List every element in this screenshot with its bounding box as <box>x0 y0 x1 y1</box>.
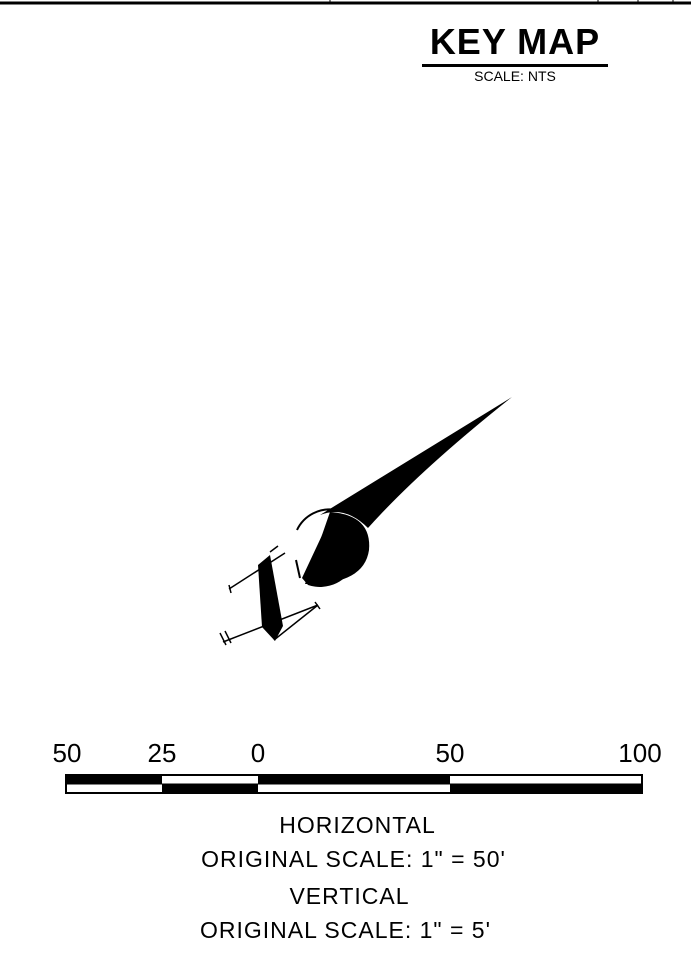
scale-tick-label: 50 <box>52 738 82 768</box>
structure-block <box>258 555 283 641</box>
dimension-line-lower <box>222 604 319 643</box>
road-taper <box>320 397 512 528</box>
title-underline <box>422 64 608 67</box>
horizontal-scale-text: ORIGINAL SCALE: 1" = 50' <box>201 846 506 872</box>
key-map-title: KEY MAP <box>429 21 601 62</box>
dimension-line-upper <box>228 552 286 590</box>
cul-de-sac-arc <box>296 508 337 531</box>
vertical-scale-text: ORIGINAL SCALE: 1" = 5' <box>199 917 491 943</box>
scale-tick-label: 0 <box>250 738 266 768</box>
scale-note: SCALE: NTS <box>474 68 556 84</box>
scale-tick-label: 25 <box>147 738 177 768</box>
vertical-label: VERTICAL <box>289 883 410 909</box>
scale-tick-label: 50 <box>435 738 465 768</box>
horizontal-label: HORIZONTAL <box>279 812 436 838</box>
scale-tick-label: 100 <box>618 738 662 768</box>
